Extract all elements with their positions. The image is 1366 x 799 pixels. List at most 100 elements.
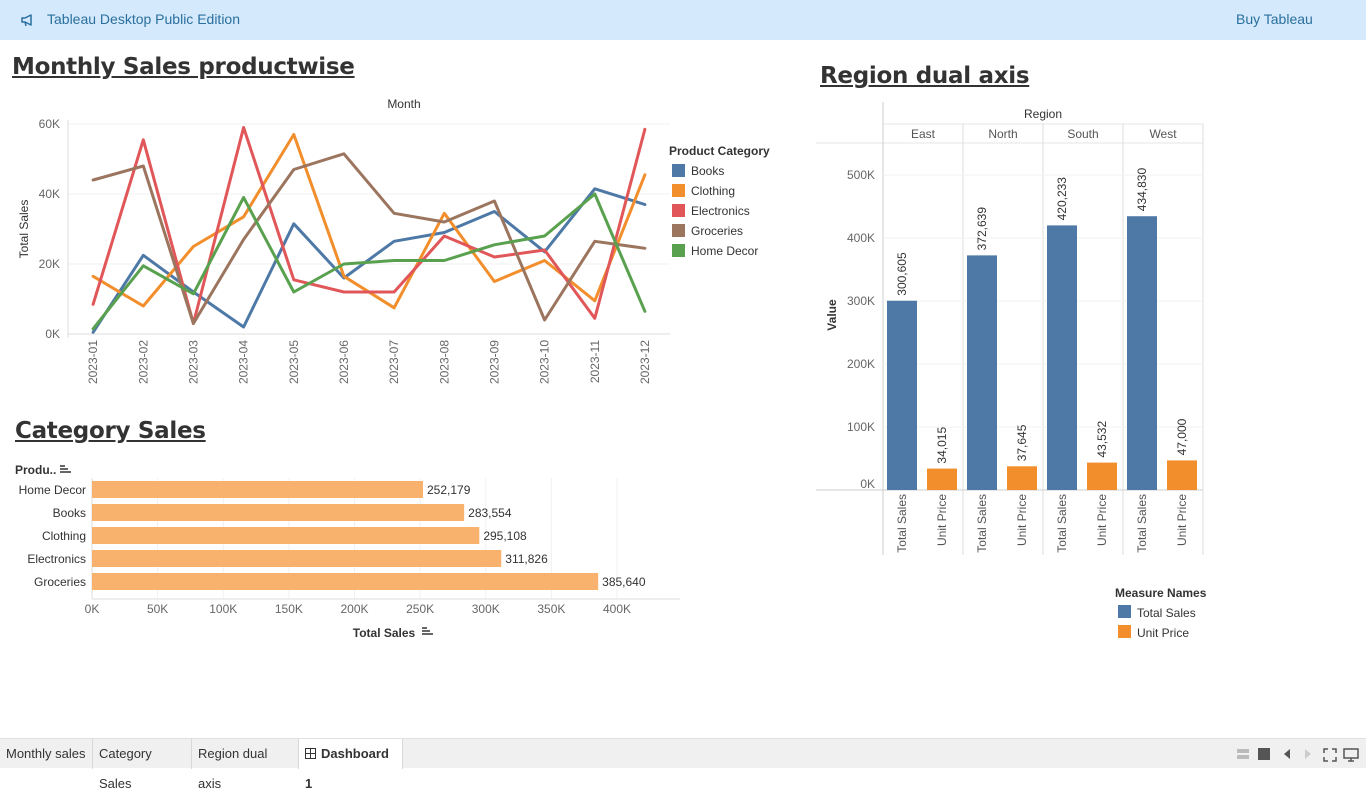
x-tick-label: 200K bbox=[340, 602, 368, 616]
series-line-books bbox=[91, 187, 647, 334]
x-tick-label: 2023-11 bbox=[588, 340, 602, 383]
measure-label-total-sales: Total Sales bbox=[975, 494, 989, 553]
legend-swatch-total-sales bbox=[1118, 605, 1131, 618]
x-tick-label: 2023-08 bbox=[437, 340, 451, 384]
x-tick-label: 2023-04 bbox=[237, 340, 251, 384]
fullscreen-icon[interactable] bbox=[1323, 748, 1337, 762]
y-tick-label: 0K bbox=[860, 477, 875, 491]
bar-books bbox=[92, 504, 465, 521]
tab-monthly-sales[interactable]: Monthly sales bbox=[0, 739, 93, 769]
series-line-home-decor bbox=[91, 192, 647, 331]
region-header-east: East bbox=[911, 127, 936, 141]
monthly-sales-line-chart: Month Total Sales 0K 20K 40K 60K 2023-01 2023-0… bbox=[17, 97, 770, 384]
bar-value-label-south-unit-price: 43,532 bbox=[1095, 421, 1109, 458]
y-tick-label: 300K bbox=[847, 294, 875, 308]
legend-label-electronics: Electronics bbox=[691, 204, 750, 218]
y-tick-label: 500K bbox=[847, 168, 875, 182]
bar-south-unit-price bbox=[1087, 462, 1117, 490]
measure-label-unit-price: Unit Price bbox=[1095, 494, 1109, 546]
tab-dashboard-1[interactable]: Dashboard 1 bbox=[299, 739, 403, 791]
legend-label-clothing: Clothing bbox=[691, 184, 735, 198]
x-tick-label: 2023-12 bbox=[638, 340, 652, 384]
bar-value-label-groceries: 385,640 bbox=[602, 575, 646, 589]
legend-label-unit-price: Unit Price bbox=[1137, 626, 1189, 640]
legend-swatch-books bbox=[672, 164, 685, 177]
measure-label-unit-price: Unit Price bbox=[1015, 494, 1029, 546]
x-tick-label: 2023-06 bbox=[337, 340, 351, 384]
tab-category-sales[interactable]: Category Sales bbox=[93, 739, 192, 791]
buy-tableau-link[interactable]: Buy Tableau bbox=[1236, 11, 1313, 27]
x-axis-title: Total Sales bbox=[353, 626, 416, 640]
x-tick-label: 150K bbox=[275, 602, 303, 616]
row-header-label: Produ.. bbox=[15, 463, 56, 477]
monthly-sales-title: Monthly Sales productwise bbox=[12, 54, 355, 80]
sort-icon bbox=[60, 465, 71, 473]
legend-title: Measure Names bbox=[1115, 586, 1207, 600]
bar-value-label-west-unit-price: 47,000 bbox=[1175, 418, 1189, 455]
x-tick-label: 2023-10 bbox=[538, 340, 552, 384]
x-tick-label: 2023-01 bbox=[86, 340, 100, 384]
region-header-west: West bbox=[1149, 127, 1177, 141]
measure-label-total-sales: Total Sales bbox=[1055, 494, 1069, 553]
category-label-home-decor: Home Decor bbox=[19, 483, 86, 497]
tab-region-dual-axis[interactable]: Region dual axis bbox=[192, 739, 299, 791]
x-tick-label: 0K bbox=[85, 602, 100, 616]
bar-value-label-north-unit-price: 37,645 bbox=[1015, 424, 1029, 461]
legend-swatch-groceries bbox=[672, 224, 685, 237]
category-label-books: Books bbox=[53, 506, 86, 520]
legend-swatch-home-decor bbox=[672, 244, 685, 257]
y-tick-label: 200K bbox=[847, 357, 875, 371]
y-tick-label: 100K bbox=[847, 420, 875, 434]
region-dual-axis-title: Region dual axis bbox=[820, 63, 1030, 89]
bar-groceries bbox=[92, 573, 599, 590]
x-tick-label: 50K bbox=[147, 602, 168, 616]
previous-sheet-icon[interactable] bbox=[1282, 748, 1292, 760]
category-sales-title: Category Sales bbox=[15, 418, 206, 444]
region-header-north: North bbox=[988, 127, 1017, 141]
category-label-electronics: Electronics bbox=[27, 552, 86, 566]
y-tick-label: 0K bbox=[45, 327, 60, 341]
legend-label-books: Books bbox=[691, 164, 724, 178]
bar-home-decor bbox=[92, 481, 423, 498]
bar-value-label-home-decor: 252,179 bbox=[427, 483, 471, 497]
y-tick-label: 40K bbox=[39, 187, 60, 201]
bar-value-label-east-unit-price: 34,015 bbox=[935, 427, 949, 464]
bar-clothing bbox=[92, 527, 480, 544]
x-tick-label: 2023-09 bbox=[487, 340, 501, 384]
bar-value-label-west-total-sales: 434,830 bbox=[1135, 168, 1149, 212]
bar-west-unit-price bbox=[1167, 460, 1197, 490]
megaphone-icon bbox=[21, 14, 32, 27]
category-label-groceries: Groceries bbox=[34, 575, 86, 589]
x-tick-label: 2023-05 bbox=[287, 340, 301, 384]
sheet-tab-bar: Monthly sales Category Sales Region dual… bbox=[0, 738, 1366, 791]
legend-title: Product Category bbox=[669, 144, 770, 158]
bar-west-total-sales bbox=[1127, 216, 1157, 491]
column-header-region: Region bbox=[1024, 107, 1062, 121]
measure-label-unit-price: Unit Price bbox=[935, 494, 949, 546]
x-tick-label: 400K bbox=[603, 602, 631, 616]
measure-label-total-sales: Total Sales bbox=[895, 494, 909, 553]
x-tick-label: 350K bbox=[537, 602, 565, 616]
top-bar: Tableau Desktop Public Edition Buy Table… bbox=[0, 0, 1366, 40]
grid-view-icon[interactable] bbox=[1237, 748, 1249, 760]
category-label-clothing: Clothing bbox=[42, 529, 86, 543]
legend-label-total-sales: Total Sales bbox=[1137, 606, 1196, 620]
bar-value-label-clothing: 295,108 bbox=[483, 529, 527, 543]
next-sheet-icon[interactable] bbox=[1303, 748, 1313, 760]
filmstrip-view-icon[interactable] bbox=[1258, 748, 1270, 760]
bar-east-total-sales bbox=[887, 300, 917, 490]
x-axis-title: Month bbox=[387, 97, 420, 111]
presentation-mode-icon[interactable] bbox=[1343, 748, 1359, 762]
bar-value-label-electronics: 311,826 bbox=[505, 552, 548, 566]
bar-value-label-north-total-sales: 372,639 bbox=[975, 207, 989, 251]
legend-swatch-electronics bbox=[672, 204, 685, 217]
bar-south-total-sales bbox=[1047, 225, 1077, 490]
x-tick-label: 2023-02 bbox=[136, 340, 150, 384]
bar-value-label-books: 283,554 bbox=[468, 506, 512, 520]
x-tick-label: 100K bbox=[209, 602, 237, 616]
app-title: Tableau Desktop Public Edition bbox=[47, 11, 241, 27]
y-tick-label: 20K bbox=[39, 257, 60, 271]
x-tick-label: 250K bbox=[406, 602, 434, 616]
y-tick-label: 60K bbox=[39, 117, 60, 131]
legend-label-groceries: Groceries bbox=[691, 224, 743, 238]
